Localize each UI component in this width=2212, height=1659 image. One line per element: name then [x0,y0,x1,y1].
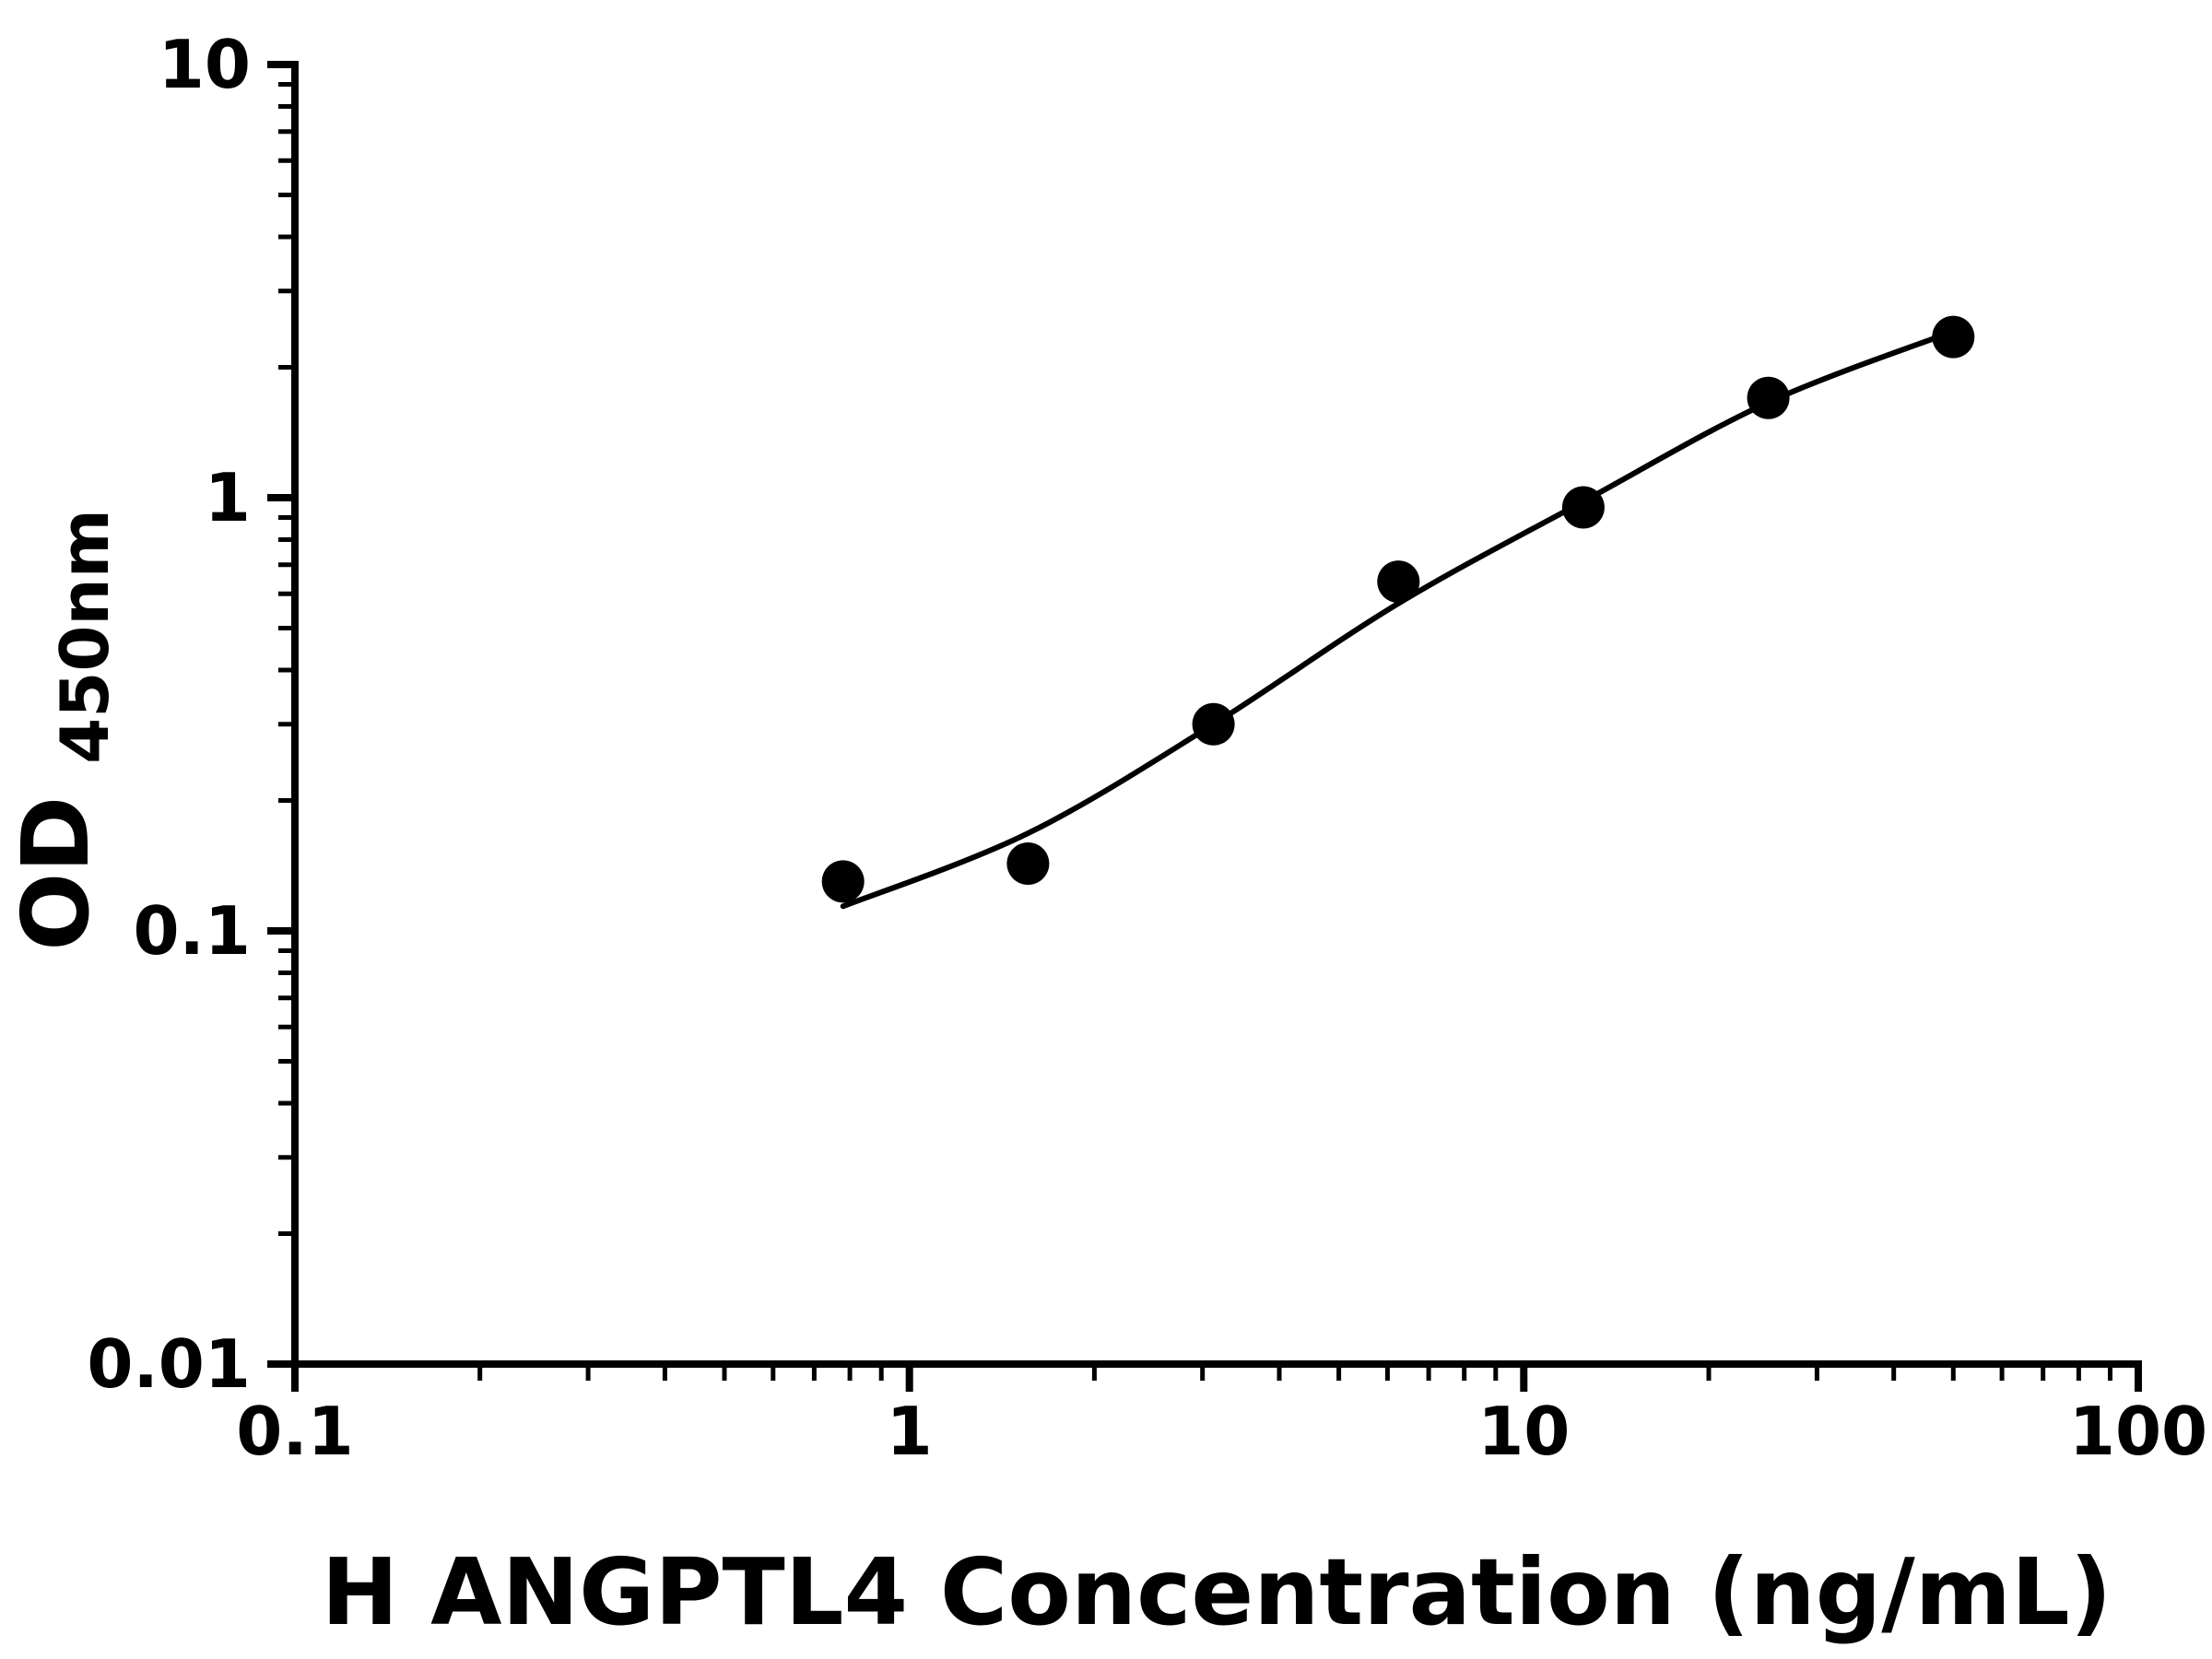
x-tick-label: 1 [887,1393,933,1470]
x-tick-label: 10 [1477,1393,1570,1470]
fit-curve [840,328,1957,910]
y-tick-label: 0.1 [133,892,251,970]
data-point [1747,376,1790,419]
data-point [1561,486,1605,529]
data-point [1192,702,1235,746]
y-axis-title: OD 450nm [2,509,124,950]
x-tick-label: 0.1 [236,1393,354,1470]
x-axis-title: H ANGPTL4 Concentration (ng/mL) [322,1538,2112,1646]
y-axis-title-subscript: 450nm [46,509,124,764]
data-point [821,860,865,903]
y-tick-label: 10 [159,26,251,103]
data-point [1377,560,1420,604]
data-point [1932,315,1975,359]
x-tick-label: 100 [2069,1393,2207,1470]
data-point [1006,842,1050,885]
y-tick-label: 0.01 [87,1325,251,1403]
y-tick-label: 1 [205,459,251,536]
y-axis-title-main: OD [2,796,110,951]
